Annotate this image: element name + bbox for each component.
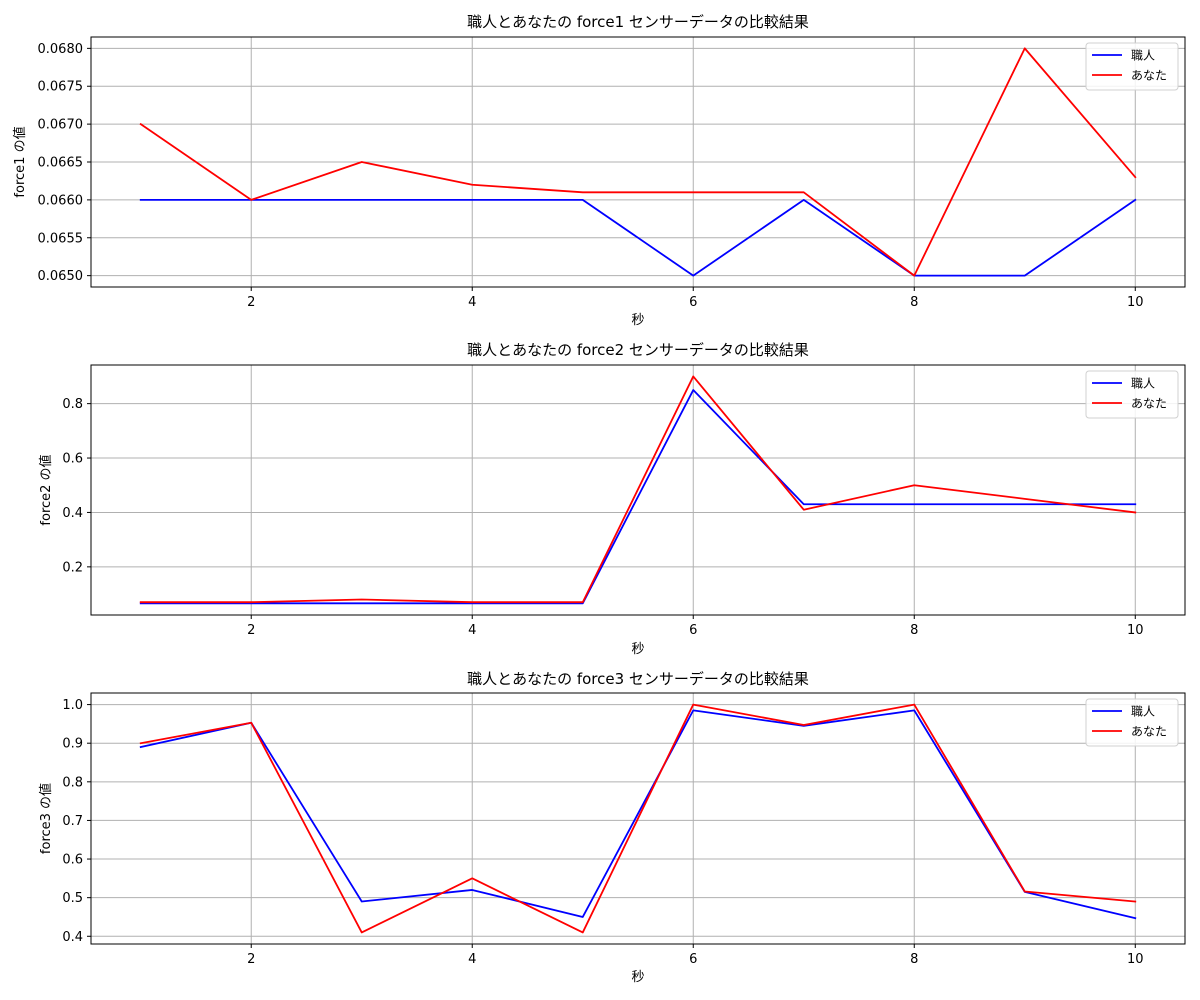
legend-label: 職人 [1131,377,1155,391]
y-tick-label: 0.0675 [38,80,84,95]
y-tick-label: 1.0 [62,698,83,713]
x-tick-label: 6 [689,623,697,638]
x-tick-label: 4 [468,623,476,638]
series-line-anata [139,47,1137,277]
y-axis-label: force2 の値 [38,454,54,525]
y-tick-label: 0.4 [62,506,83,521]
chart-panel-1: 職人とあなたの force1 センサーデータの比較結果 2 4 6 8 10 0.0650 0… [12,13,1186,328]
chart-panel-2: 職人とあなたの force2 センサーデータの比較結果 2 4 6 8 10 0.2 0.4 0… [38,341,1186,657]
x-tick-label: 6 [689,295,697,310]
plot-frame [90,692,1186,945]
y-tick-label: 0.6 [62,452,83,467]
y-tick-label: 0.4 [62,930,83,945]
y-tick-label: 0.5 [62,891,83,906]
x-tick-label: 2 [247,295,255,310]
y-tick-label: 0.0650 [38,269,84,284]
x-tick-label: 10 [1127,295,1144,310]
legend-label: 職人 [1131,705,1155,719]
y-tick-label: 0.8 [62,397,83,412]
plot-frame [90,364,1186,616]
x-tick-label: 4 [468,952,476,967]
legend-label: あなた [1131,725,1167,739]
x-tick-label: 4 [468,295,476,310]
chart-title: 職人とあなたの force2 センサーデータの比較結果 [467,341,809,359]
x-tick-label: 6 [689,952,697,967]
y-axis-label: force3 の値 [38,783,54,854]
chart-panel-3: 職人とあなたの force3 センサーデータの比較結果 2 4 6 8 10 0.4 0.5 0… [38,670,1186,985]
x-tick-label: 2 [247,623,255,638]
x-axis-label: 秒 [631,313,644,328]
x-tick-label: 8 [910,952,918,967]
y-tick-label: 0.0655 [38,231,84,246]
x-axis-label: 秒 [631,970,644,985]
y-tick-label: 0.0660 [38,193,84,208]
legend-label: あなた [1131,69,1167,83]
y-tick-label: 0.6 [62,853,83,868]
chart-title: 職人とあなたの force1 センサーデータの比較結果 [467,13,809,31]
legend-label: あなた [1131,397,1167,411]
y-axis-label: force1 の値 [12,126,28,197]
y-tick-label: 0.8 [62,775,83,790]
series-line-shokunin [139,198,1137,277]
series-line-shokunin [139,709,1137,920]
x-tick-label: 10 [1127,623,1144,638]
x-tick-label: 8 [910,623,918,638]
y-tick-label: 0.0680 [38,42,84,57]
chart-title: 職人とあなたの force3 センサーデータの比較結果 [467,670,809,688]
y-tick-label: 0.7 [62,814,83,829]
series-line-anata [139,375,1137,604]
x-tick-label: 2 [247,952,255,967]
y-tick-label: 0.2 [62,560,83,575]
series-line-anata [139,703,1137,934]
y-tick-label: 0.0665 [38,156,84,171]
x-tick-label: 10 [1127,952,1144,967]
y-tick-label: 0.9 [62,737,83,752]
y-tick-label: 0.0670 [38,118,84,133]
x-tick-label: 8 [910,295,918,310]
x-axis-label: 秒 [631,642,644,657]
series-line-shokunin [139,389,1137,605]
legend-label: 職人 [1131,49,1155,63]
